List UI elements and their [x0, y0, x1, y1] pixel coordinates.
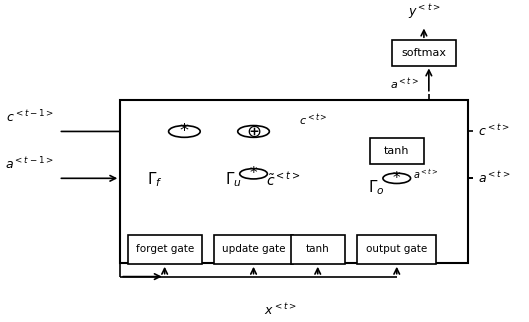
Bar [392, 40, 456, 66]
Ellipse shape [238, 126, 269, 137]
Text: $\tilde{c}^{<t>}$: $\tilde{c}^{<t>}$ [266, 171, 300, 189]
Ellipse shape [240, 169, 267, 179]
Text: $\Gamma_o$: $\Gamma_o$ [368, 178, 385, 197]
Ellipse shape [383, 173, 411, 184]
Text: softmax: softmax [402, 48, 446, 58]
Text: $y^{<t>}$: $y^{<t>}$ [408, 3, 440, 21]
Text: $c^{<t-1>}$: $c^{<t-1>}$ [5, 109, 53, 125]
Text: output gate: output gate [366, 244, 427, 254]
Bar [214, 235, 293, 264]
Bar [120, 100, 468, 263]
Text: $a^{<t-1>}$: $a^{<t-1>}$ [5, 156, 53, 172]
Text: forget gate: forget gate [135, 244, 194, 254]
Bar [127, 235, 202, 264]
Text: tanh: tanh [384, 146, 409, 156]
Text: *: * [393, 171, 400, 186]
Bar [290, 235, 345, 264]
Text: $x^{<t>}$: $x^{<t>}$ [264, 302, 297, 318]
Text: $a^{<t>}$: $a^{<t>}$ [390, 77, 419, 92]
Bar [357, 235, 436, 264]
Text: $\Gamma_u$: $\Gamma_u$ [225, 170, 242, 189]
Bar [370, 138, 424, 164]
Text: $c^{<t>}$: $c^{<t>}$ [298, 112, 327, 128]
Text: update gate: update gate [222, 244, 285, 254]
Text: $\Gamma_f$: $\Gamma_f$ [147, 170, 162, 189]
Text: $a^{<t>}$: $a^{<t>}$ [478, 171, 510, 186]
Text: tanh: tanh [306, 244, 330, 254]
Text: *: * [250, 166, 257, 181]
Text: *: * [180, 122, 189, 140]
Ellipse shape [169, 126, 200, 137]
Text: ⊕: ⊕ [246, 122, 261, 140]
Text: $a^{<t>}$: $a^{<t>}$ [413, 167, 439, 181]
Text: $c^{<t>}$: $c^{<t>}$ [478, 124, 510, 139]
